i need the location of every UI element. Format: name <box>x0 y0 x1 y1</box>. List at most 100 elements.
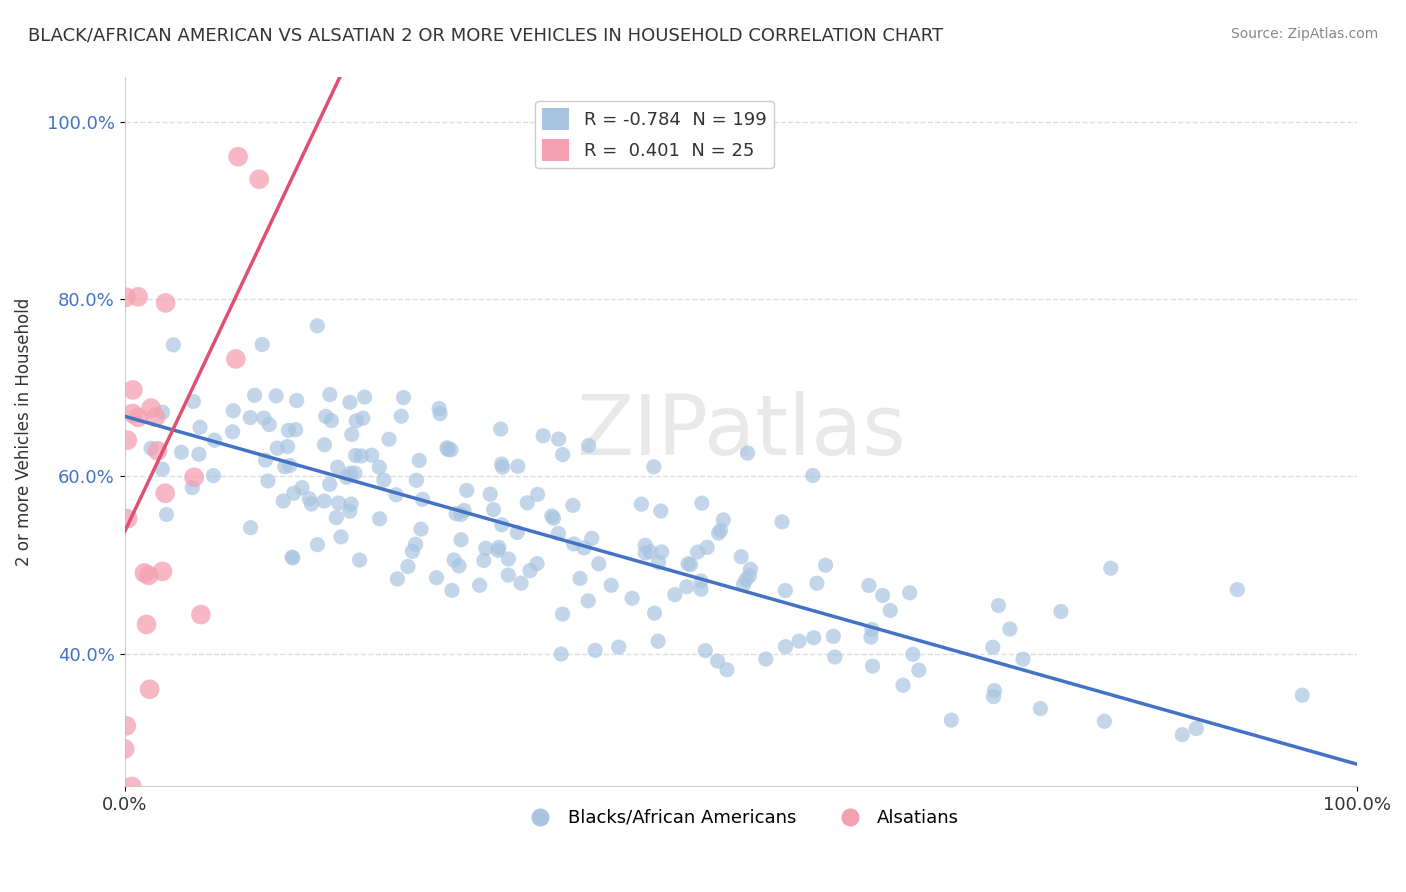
Point <box>644 606 666 620</box>
Point <box>344 449 367 463</box>
Point <box>259 417 281 432</box>
Point <box>254 453 277 467</box>
Point <box>389 409 412 424</box>
Point <box>139 441 162 455</box>
Point <box>307 318 329 333</box>
Point <box>479 487 502 501</box>
Point <box>328 496 350 510</box>
Point <box>409 522 432 536</box>
Point <box>299 497 322 511</box>
Point <box>146 443 169 458</box>
Point <box>425 571 447 585</box>
Point <box>551 607 574 621</box>
Point <box>392 391 415 405</box>
Point <box>482 502 505 516</box>
Point <box>803 631 825 645</box>
Point <box>181 394 204 409</box>
Point <box>516 496 538 510</box>
Point <box>489 422 512 436</box>
Point <box>621 591 644 606</box>
Point <box>1012 652 1035 666</box>
Point <box>733 577 755 591</box>
Point <box>510 576 533 591</box>
Point <box>664 588 686 602</box>
Point <box>1291 688 1313 702</box>
Point <box>630 497 652 511</box>
Point <box>401 544 423 558</box>
Point <box>315 409 337 424</box>
Point <box>755 652 778 666</box>
Point <box>291 481 314 495</box>
Point <box>115 290 138 304</box>
Text: BLACK/AFRICAN AMERICAN VS ALSATIAN 2 OR MORE VEHICLES IN HOUSEHOLD CORRELATION C: BLACK/AFRICAN AMERICAN VS ALSATIAN 2 OR … <box>28 27 943 45</box>
Point <box>707 526 730 541</box>
Point <box>344 414 367 428</box>
Point <box>443 553 465 567</box>
Point <box>1092 714 1115 729</box>
Point <box>730 549 752 564</box>
Point <box>405 537 427 551</box>
Point <box>326 460 349 475</box>
Point <box>440 442 463 457</box>
Point <box>824 650 846 665</box>
Point <box>491 460 513 475</box>
Point <box>253 411 276 425</box>
Point <box>472 553 495 567</box>
Point <box>226 150 249 164</box>
Point <box>787 634 810 648</box>
Point <box>396 559 419 574</box>
Point <box>314 494 336 508</box>
Point <box>879 603 901 617</box>
Point <box>121 407 143 421</box>
Text: ZIPatlas: ZIPatlas <box>576 392 905 473</box>
Point <box>257 474 280 488</box>
Point <box>222 403 245 417</box>
Point <box>572 541 595 555</box>
Point <box>551 448 574 462</box>
Text: Source: ZipAtlas.com: Source: ZipAtlas.com <box>1230 27 1378 41</box>
Point <box>150 462 173 476</box>
Point <box>117 434 139 448</box>
Point <box>385 488 408 502</box>
Point <box>340 427 363 442</box>
Point <box>139 401 162 416</box>
Point <box>814 558 837 573</box>
Point <box>343 466 366 480</box>
Point <box>314 438 336 452</box>
Point <box>709 524 731 538</box>
Point <box>987 599 1010 613</box>
Point <box>858 578 880 592</box>
Point <box>634 538 657 552</box>
Point <box>277 423 299 437</box>
Point <box>239 521 262 535</box>
Point <box>450 508 472 522</box>
Point <box>427 401 450 416</box>
Point <box>526 557 548 571</box>
Point <box>281 550 304 565</box>
Point <box>588 557 610 571</box>
Point <box>770 515 793 529</box>
Point <box>526 487 548 501</box>
Point <box>651 545 673 559</box>
Point <box>578 439 600 453</box>
Point <box>647 556 669 570</box>
Point <box>122 383 145 397</box>
Point <box>271 494 294 508</box>
Point <box>339 504 361 518</box>
Point <box>450 533 472 547</box>
Point <box>860 623 883 637</box>
Point <box>486 543 509 558</box>
Point <box>250 337 273 351</box>
Point <box>689 582 711 597</box>
Point <box>181 481 204 495</box>
Point <box>862 659 884 673</box>
Point <box>339 467 361 481</box>
Point <box>773 583 796 598</box>
Point <box>117 511 139 525</box>
Point <box>872 589 894 603</box>
Point <box>325 510 347 524</box>
Point <box>823 629 845 643</box>
Point <box>737 446 759 460</box>
Point <box>307 538 329 552</box>
Point <box>340 497 363 511</box>
